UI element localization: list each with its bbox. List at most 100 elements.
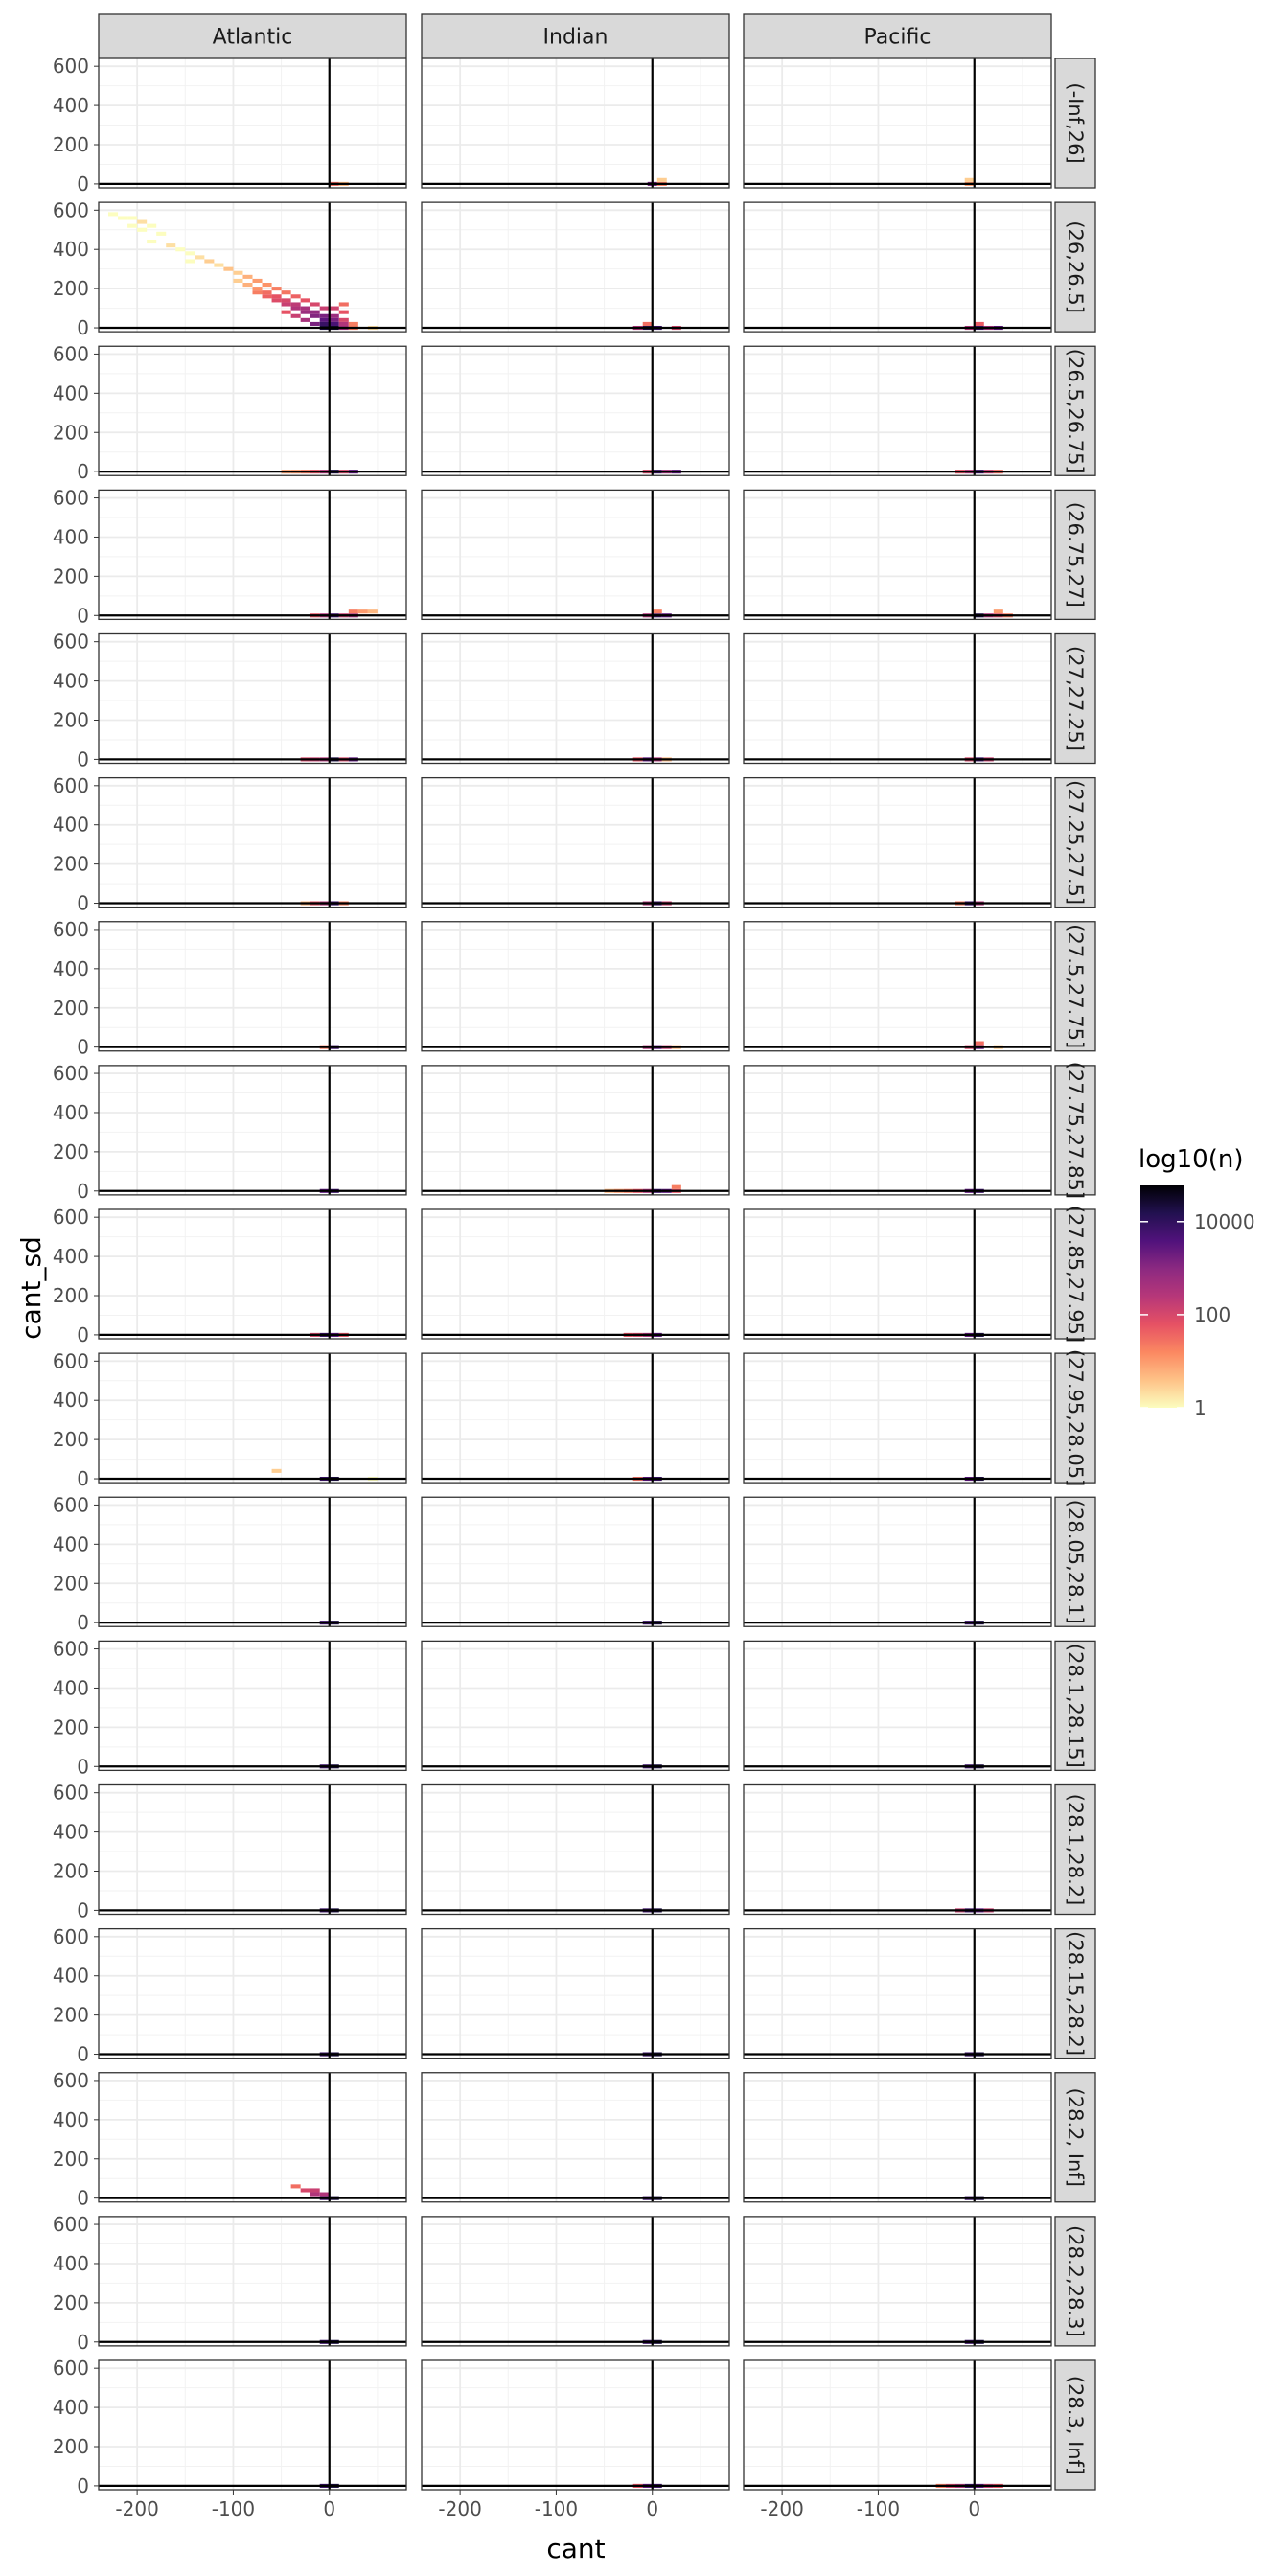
column-strip-background — [743, 13, 1052, 58]
heatmap-tile — [281, 302, 291, 307]
panel-border — [743, 2216, 1052, 2347]
row-strip-background — [1054, 201, 1096, 333]
y-tick-label: 0 — [77, 892, 89, 915]
panel-atlantic — [98, 776, 407, 908]
heatmap-tile — [329, 317, 339, 322]
panel-background — [99, 1353, 406, 1484]
row-strip-background — [1054, 1208, 1096, 1340]
panel-indian — [421, 1927, 730, 2059]
legend-colorbar — [1140, 1185, 1184, 1408]
y-tick-label: 400 — [53, 525, 89, 548]
panel-pacific — [743, 1496, 1052, 1627]
panel-pacific — [743, 1927, 1052, 2059]
panel-atlantic — [98, 1640, 407, 1772]
panel-indian — [421, 2072, 730, 2203]
panel-border — [98, 1640, 407, 1772]
y-tick-label: 0 — [77, 2474, 89, 2497]
row-strip: (28.15,28.2] — [1054, 1927, 1096, 2059]
panel-atlantic — [98, 1783, 407, 1916]
y-tick-label: 200 — [53, 1428, 89, 1451]
heatmap-tile — [271, 298, 282, 303]
x-tick-label: -200 — [115, 2497, 158, 2520]
heatmap-tile — [964, 177, 975, 182]
panel-border — [743, 1640, 1052, 1772]
y-tick-label: 200 — [53, 2291, 89, 2314]
y-tick-label: 200 — [53, 1860, 89, 1883]
panel-background — [744, 633, 1051, 764]
panel-background — [99, 490, 406, 620]
row-strip-background — [1054, 2072, 1096, 2203]
row-strip-label: (26.5,26.75] — [1064, 349, 1087, 473]
y-tick-label: 0 — [77, 604, 89, 627]
heatmap-tile — [262, 290, 272, 295]
row-strip-label: (28.05,28.1] — [1064, 1500, 1087, 1624]
heatmap-tile — [271, 294, 282, 299]
panel-indian — [421, 1783, 730, 1916]
panel-border — [421, 1352, 730, 1484]
panel-background — [422, 921, 729, 1051]
panel-border — [98, 345, 407, 476]
row-strip-background — [1054, 1640, 1096, 1772]
y-tick-label: 0 — [77, 2043, 89, 2066]
row-strip-label: (27,27.25] — [1064, 646, 1087, 751]
panel-border — [421, 1927, 730, 2059]
panel-pacific — [743, 921, 1052, 1052]
panel-border — [743, 1496, 1052, 1627]
y-tick-label: 400 — [53, 1821, 89, 1844]
panel-pacific — [743, 2359, 1052, 2491]
y-tick-label: 0 — [77, 1323, 89, 1346]
heatmap-tile — [367, 610, 378, 614]
heatmap-tile — [175, 247, 186, 252]
panel-border — [743, 921, 1052, 1052]
panel-atlantic — [98, 58, 407, 189]
panel-border — [98, 2359, 407, 2491]
heatmap-tile — [319, 2192, 330, 2196]
panel-pacific — [743, 632, 1052, 765]
heatmap-tile — [156, 231, 167, 236]
y-tick-label: 600 — [53, 1349, 89, 1372]
heatmap-tile — [642, 321, 653, 326]
row-strip-label: (27.75,27.85] — [1064, 1062, 1087, 1199]
y-tick-label: 0 — [77, 460, 89, 483]
heatmap-tile — [300, 306, 310, 310]
heatmap-tile — [656, 177, 667, 182]
heatmap-tile — [974, 1041, 984, 1046]
heatmap-tile — [242, 282, 253, 288]
heatmap-tile — [310, 2192, 320, 2196]
panel-background — [99, 346, 406, 476]
y-tick-label: 0 — [77, 2187, 89, 2210]
panel-background — [422, 2072, 729, 2202]
y-tick-label: 200 — [53, 709, 89, 732]
row-strip-background — [1054, 489, 1096, 621]
y-tick-label: 0 — [77, 1611, 89, 1634]
row-strip: (26.5,26.75] — [1054, 345, 1096, 476]
panel-border — [421, 489, 730, 621]
panel-background — [99, 2216, 406, 2346]
panel-background — [99, 921, 406, 1051]
panel-background — [744, 1641, 1051, 1771]
legend-label: 1 — [1194, 1396, 1207, 1419]
y-tick-label: 600 — [53, 631, 89, 654]
heatmap-tile — [118, 216, 128, 220]
row-strip: (27,27.25] — [1054, 632, 1096, 765]
row-strip: (27.95,28.05] — [1054, 1349, 1096, 1486]
y-tick-label: 200 — [53, 997, 89, 1020]
panel-background — [422, 2360, 729, 2490]
panel-pacific — [743, 1640, 1052, 1772]
heatmap-tile — [147, 223, 157, 228]
panel-border — [421, 2072, 730, 2203]
heatmap-tile — [233, 278, 243, 283]
x-tick-label: -100 — [857, 2497, 900, 2520]
panel-pacific — [743, 201, 1052, 333]
row-strip-label: (28.2, Inf] — [1064, 2088, 1087, 2187]
row-strip-background — [1054, 632, 1096, 765]
y-tick-label: 400 — [53, 1389, 89, 1412]
panel-background — [744, 1209, 1051, 1339]
row-strip: (28.2, Inf] — [1054, 2072, 1096, 2203]
y-tick-label: 0 — [77, 1755, 89, 1778]
panel-pacific — [743, 1352, 1052, 1484]
x-tick-label: 0 — [646, 2497, 658, 2520]
y-tick-label: 200 — [53, 1572, 89, 1595]
panel-border — [421, 1065, 730, 1196]
